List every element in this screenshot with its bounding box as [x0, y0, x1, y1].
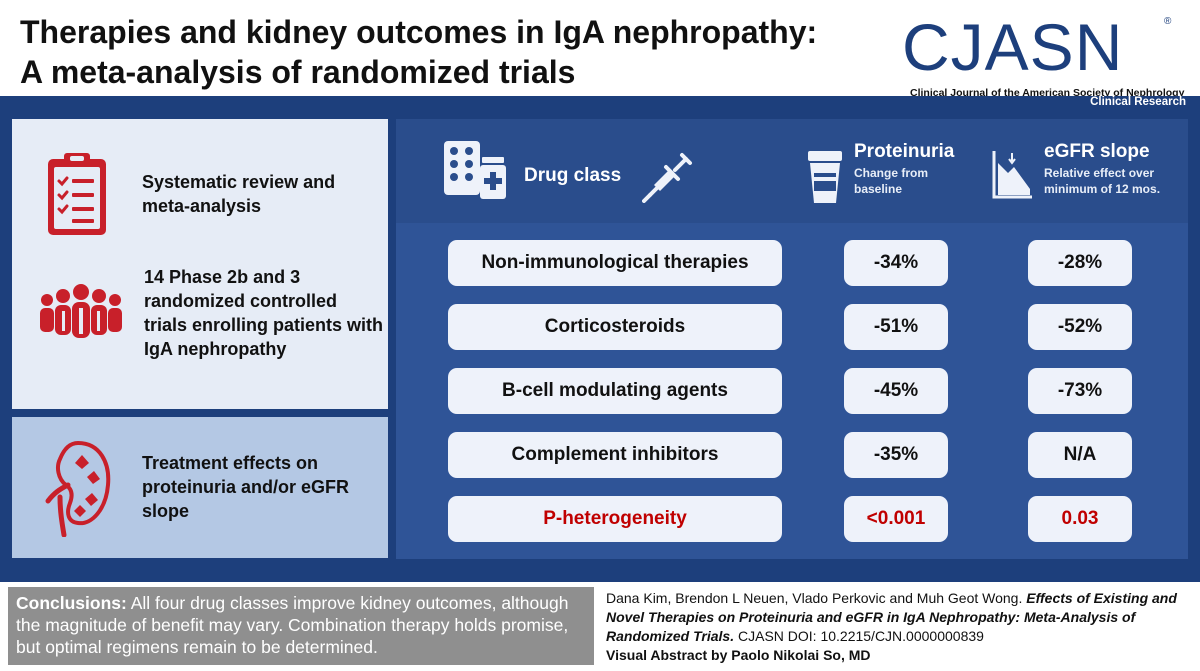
pills-bottle-icon	[442, 139, 506, 201]
header-proteinuria: Proteinuria Change from baseline	[854, 141, 954, 197]
row-egfr-non-immunological: -28%	[1028, 240, 1132, 286]
header-proteinuria-sub: Change from baseline	[854, 166, 929, 196]
header-drug-class-label: Drug class	[524, 165, 622, 186]
page-title: Therapies and kidney outcomes in IgA nep…	[20, 12, 900, 92]
title-line-1: Therapies and kidney outcomes in IgA nep…	[20, 14, 818, 50]
syringe-icon	[642, 149, 696, 203]
urine-cup-icon	[806, 149, 844, 205]
row-proteinuria-corticosteroids: -51%	[844, 304, 948, 350]
bottom-divider-bar	[0, 569, 1200, 582]
citation-doi: CJASN DOI: 10.2215/CJN.0000000839	[734, 628, 984, 644]
kidney-icon	[38, 437, 112, 538]
left-item-review: Systematic review and meta-analysis	[42, 149, 352, 239]
title-line-2: A meta-analysis of randomized trials	[20, 54, 576, 90]
header-egfr-label: eGFR slope	[1044, 141, 1150, 162]
row-proteinuria-p-heterogeneity: <0.001	[844, 496, 948, 542]
clipboard-checklist-icon	[42, 149, 112, 239]
row-label-p-heterogeneity: P-heterogeneity	[448, 496, 782, 542]
main-panel: Systematic review and meta-analysis	[0, 109, 1200, 569]
row-egfr-p-heterogeneity: 0.03	[1028, 496, 1132, 542]
header-egfr: eGFR slope Relative effect over minimum …	[1044, 141, 1172, 197]
left-panel-outcomes: Treatment effects on proteinuria and/or …	[12, 417, 388, 558]
citation: Dana Kim, Brendon L Neuen, Vlado Perkovi…	[606, 589, 1196, 665]
top-divider-bar	[0, 96, 1200, 109]
row-label-corticosteroids: Corticosteroids	[448, 304, 782, 350]
results-header	[396, 119, 1188, 223]
left-item-trials: 14 Phase 2b and 3 randomized controlled …	[36, 265, 384, 361]
row-egfr-corticosteroids: -52%	[1028, 304, 1132, 350]
citation-credit: Visual Abstract by Paolo Nikolai So, MD	[606, 647, 871, 663]
people-group-icon	[36, 278, 126, 348]
citation-title: Effects of Existing and Novel Therapies …	[606, 590, 1177, 644]
declining-chart-icon	[990, 149, 1034, 201]
row-label-non-immunological: Non-immunological therapies	[448, 240, 782, 286]
left-item-effects: Treatment effects on proteinuria and/or …	[38, 437, 362, 538]
row-proteinuria-non-immunological: -34%	[844, 240, 948, 286]
header-proteinuria-label: Proteinuria	[854, 141, 955, 162]
section-tag: Clinical Research	[1010, 96, 1200, 109]
row-label-complement: Complement inhibitors	[448, 432, 782, 478]
conclusion-label: Conclusions:	[16, 593, 127, 613]
row-egfr-b-cell: -73%	[1028, 368, 1132, 414]
left-item-effects-text: Treatment effects on proteinuria and/or …	[142, 453, 350, 521]
row-proteinuria-b-cell: -45%	[844, 368, 948, 414]
results-panel: Drug class P	[396, 119, 1188, 559]
row-egfr-complement: N/A	[1028, 432, 1132, 478]
header-egfr-sub: Relative effect over minimum of 12 mos.	[1044, 166, 1161, 196]
left-panel-methods: Systematic review and meta-analysis	[12, 119, 388, 409]
citation-authors: Dana Kim, Brendon L Neuen, Vlado Perkovi…	[606, 590, 1027, 606]
row-proteinuria-complement: -35%	[844, 432, 948, 478]
logo-wordmark: CJASN	[902, 10, 1124, 84]
conclusion-box: Conclusions: All four drug classes impro…	[8, 587, 594, 665]
header-drug-class: Drug class	[524, 165, 621, 187]
left-item-trials-text: 14 Phase 2b and 3 randomized controlled …	[144, 267, 384, 359]
left-item-review-text: Systematic review and meta-analysis	[142, 172, 336, 216]
registered-mark: ®	[1164, 16, 1172, 27]
row-label-b-cell: B-cell modulating agents	[448, 368, 782, 414]
conclusion-text: All four drug classes improve kidney out…	[16, 593, 569, 657]
